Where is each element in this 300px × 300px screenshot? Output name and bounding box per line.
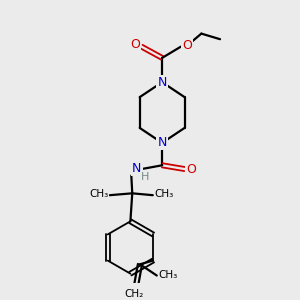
Text: CH₂: CH₂ [125, 289, 144, 299]
Text: N: N [158, 76, 167, 89]
Text: N: N [132, 162, 142, 175]
Text: O: O [186, 163, 196, 176]
Text: CH₃: CH₃ [154, 189, 174, 199]
Text: H: H [141, 172, 149, 182]
Text: N: N [158, 136, 167, 149]
Text: O: O [130, 38, 140, 51]
Text: O: O [182, 39, 192, 52]
Text: CH₃: CH₃ [158, 270, 178, 280]
Text: CH₃: CH₃ [89, 189, 108, 199]
